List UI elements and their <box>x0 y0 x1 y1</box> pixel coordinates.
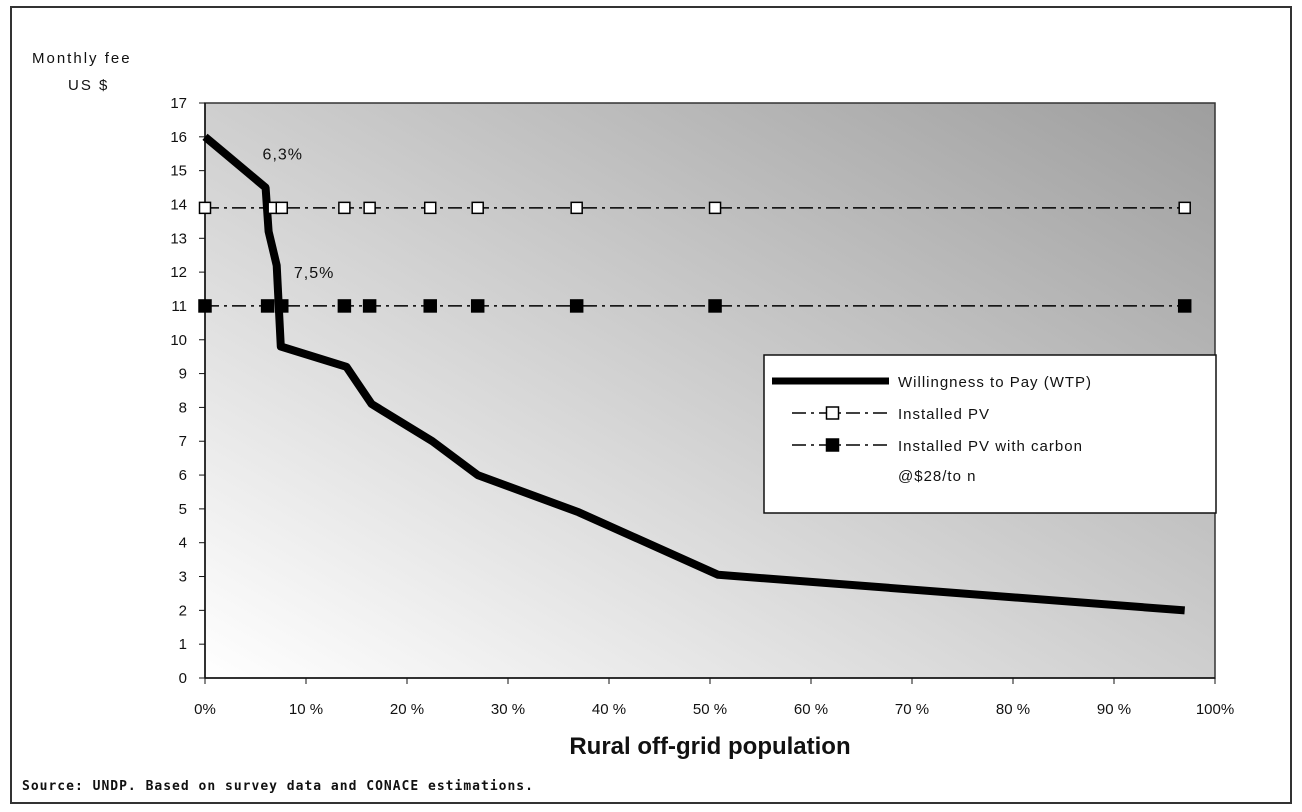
x-tick-label: 90 % <box>1097 701 1131 718</box>
series-2 <box>198 201 1191 215</box>
x-tick-label: 30 % <box>491 701 525 718</box>
annotation-label: 6,3% <box>263 147 303 164</box>
series-1 <box>202 133 1186 615</box>
filled-square-marker <box>569 299 584 313</box>
y-tick-label: 2 <box>179 602 187 619</box>
x-tick-label: 0% <box>194 701 216 718</box>
y-tick-label: 3 <box>179 569 187 586</box>
y-tick-label: 11 <box>171 298 187 315</box>
legend-label: Installed PV with carbon <box>898 438 1083 455</box>
x-tick-label: 100% <box>1196 701 1234 718</box>
wtp-line <box>202 133 1186 615</box>
y-tick-label: 15 <box>170 163 187 180</box>
legend-label: Willingness to Pay (WTP) <box>898 374 1092 391</box>
y-tick-label: 16 <box>170 129 187 146</box>
open-square-marker <box>708 201 722 215</box>
filled-square-marker <box>1177 299 1192 313</box>
x-tick-label: 10 % <box>289 701 323 718</box>
x-tick-label: 40 % <box>592 701 626 718</box>
series-layer <box>198 133 1192 615</box>
open-square-marker <box>423 201 437 215</box>
open-square-marker <box>363 201 376 215</box>
x-tick-label: 50 % <box>693 701 727 718</box>
y-tick-label: 6 <box>179 467 187 484</box>
filled-square-marker <box>198 299 212 313</box>
y-tick-label: 4 <box>179 535 187 552</box>
y-tick-label: 9 <box>179 366 187 383</box>
y-tick-label: 1 <box>179 636 187 653</box>
legend-label: Installed PV <box>898 406 990 423</box>
y-tick-label: 14 <box>170 196 187 213</box>
annotations: 6,3% 7,5% <box>263 147 334 282</box>
filled-square-marker <box>275 299 289 313</box>
open-square-marker <box>570 201 583 215</box>
y-tick-label: 0 <box>179 670 187 687</box>
legend-filled-square <box>825 438 840 452</box>
open-square-marker <box>471 201 484 215</box>
y-tick-label: 10 <box>170 332 187 349</box>
filled-square-marker <box>470 299 485 313</box>
legend-open-square <box>825 406 840 420</box>
x-tick-label: 70 % <box>895 701 929 718</box>
legend-items: Willingness to Pay (WTP) Installed PV Inst… <box>772 374 1092 485</box>
legend-label: @$28/to n <box>898 468 976 485</box>
filled-square-marker <box>362 299 377 313</box>
x-axis-title: Rural off-grid population <box>569 733 850 760</box>
open-square-marker <box>198 201 212 215</box>
x-tick-label: 20 % <box>390 701 424 718</box>
y-axis-title-line-1: Monthly fee <box>32 50 132 67</box>
y-tick-label: 17 <box>170 95 187 112</box>
y-axis-title-line-2: US $ <box>68 77 109 94</box>
x-tick-label: 80 % <box>996 701 1030 718</box>
legend: Willingness to Pay (WTP) Installed PV Inst… <box>763 354 1217 514</box>
filled-square-marker <box>260 299 275 313</box>
y-tick-label: 7 <box>179 433 187 450</box>
filled-square-marker <box>337 299 352 313</box>
annotation-label: 7,5% <box>294 265 334 282</box>
open-square-marker <box>338 201 351 215</box>
y-tick-label: 5 <box>179 501 187 518</box>
y-tick-label: 13 <box>170 230 187 247</box>
x-tick-label: 60 % <box>794 701 828 718</box>
source-note: Source: UNDP. Based on survey data and C… <box>22 779 534 794</box>
open-square-marker <box>275 201 289 215</box>
series-3 <box>198 299 1192 313</box>
y-tick-label: 12 <box>170 264 187 281</box>
y-tick-label: 8 <box>179 399 187 416</box>
open-square-marker <box>1178 201 1191 215</box>
filled-square-marker <box>423 299 437 313</box>
filled-square-marker <box>708 299 722 313</box>
